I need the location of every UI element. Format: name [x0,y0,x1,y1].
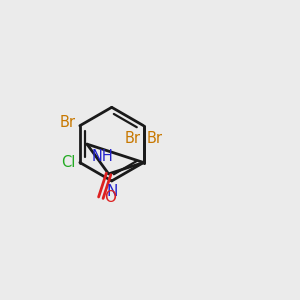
Text: NH: NH [92,148,113,164]
Text: O: O [104,190,116,205]
Text: Br: Br [146,131,163,146]
Text: Br: Br [125,131,141,146]
Text: Cl: Cl [61,155,75,170]
Text: N: N [106,184,117,200]
Text: Br: Br [59,115,75,130]
